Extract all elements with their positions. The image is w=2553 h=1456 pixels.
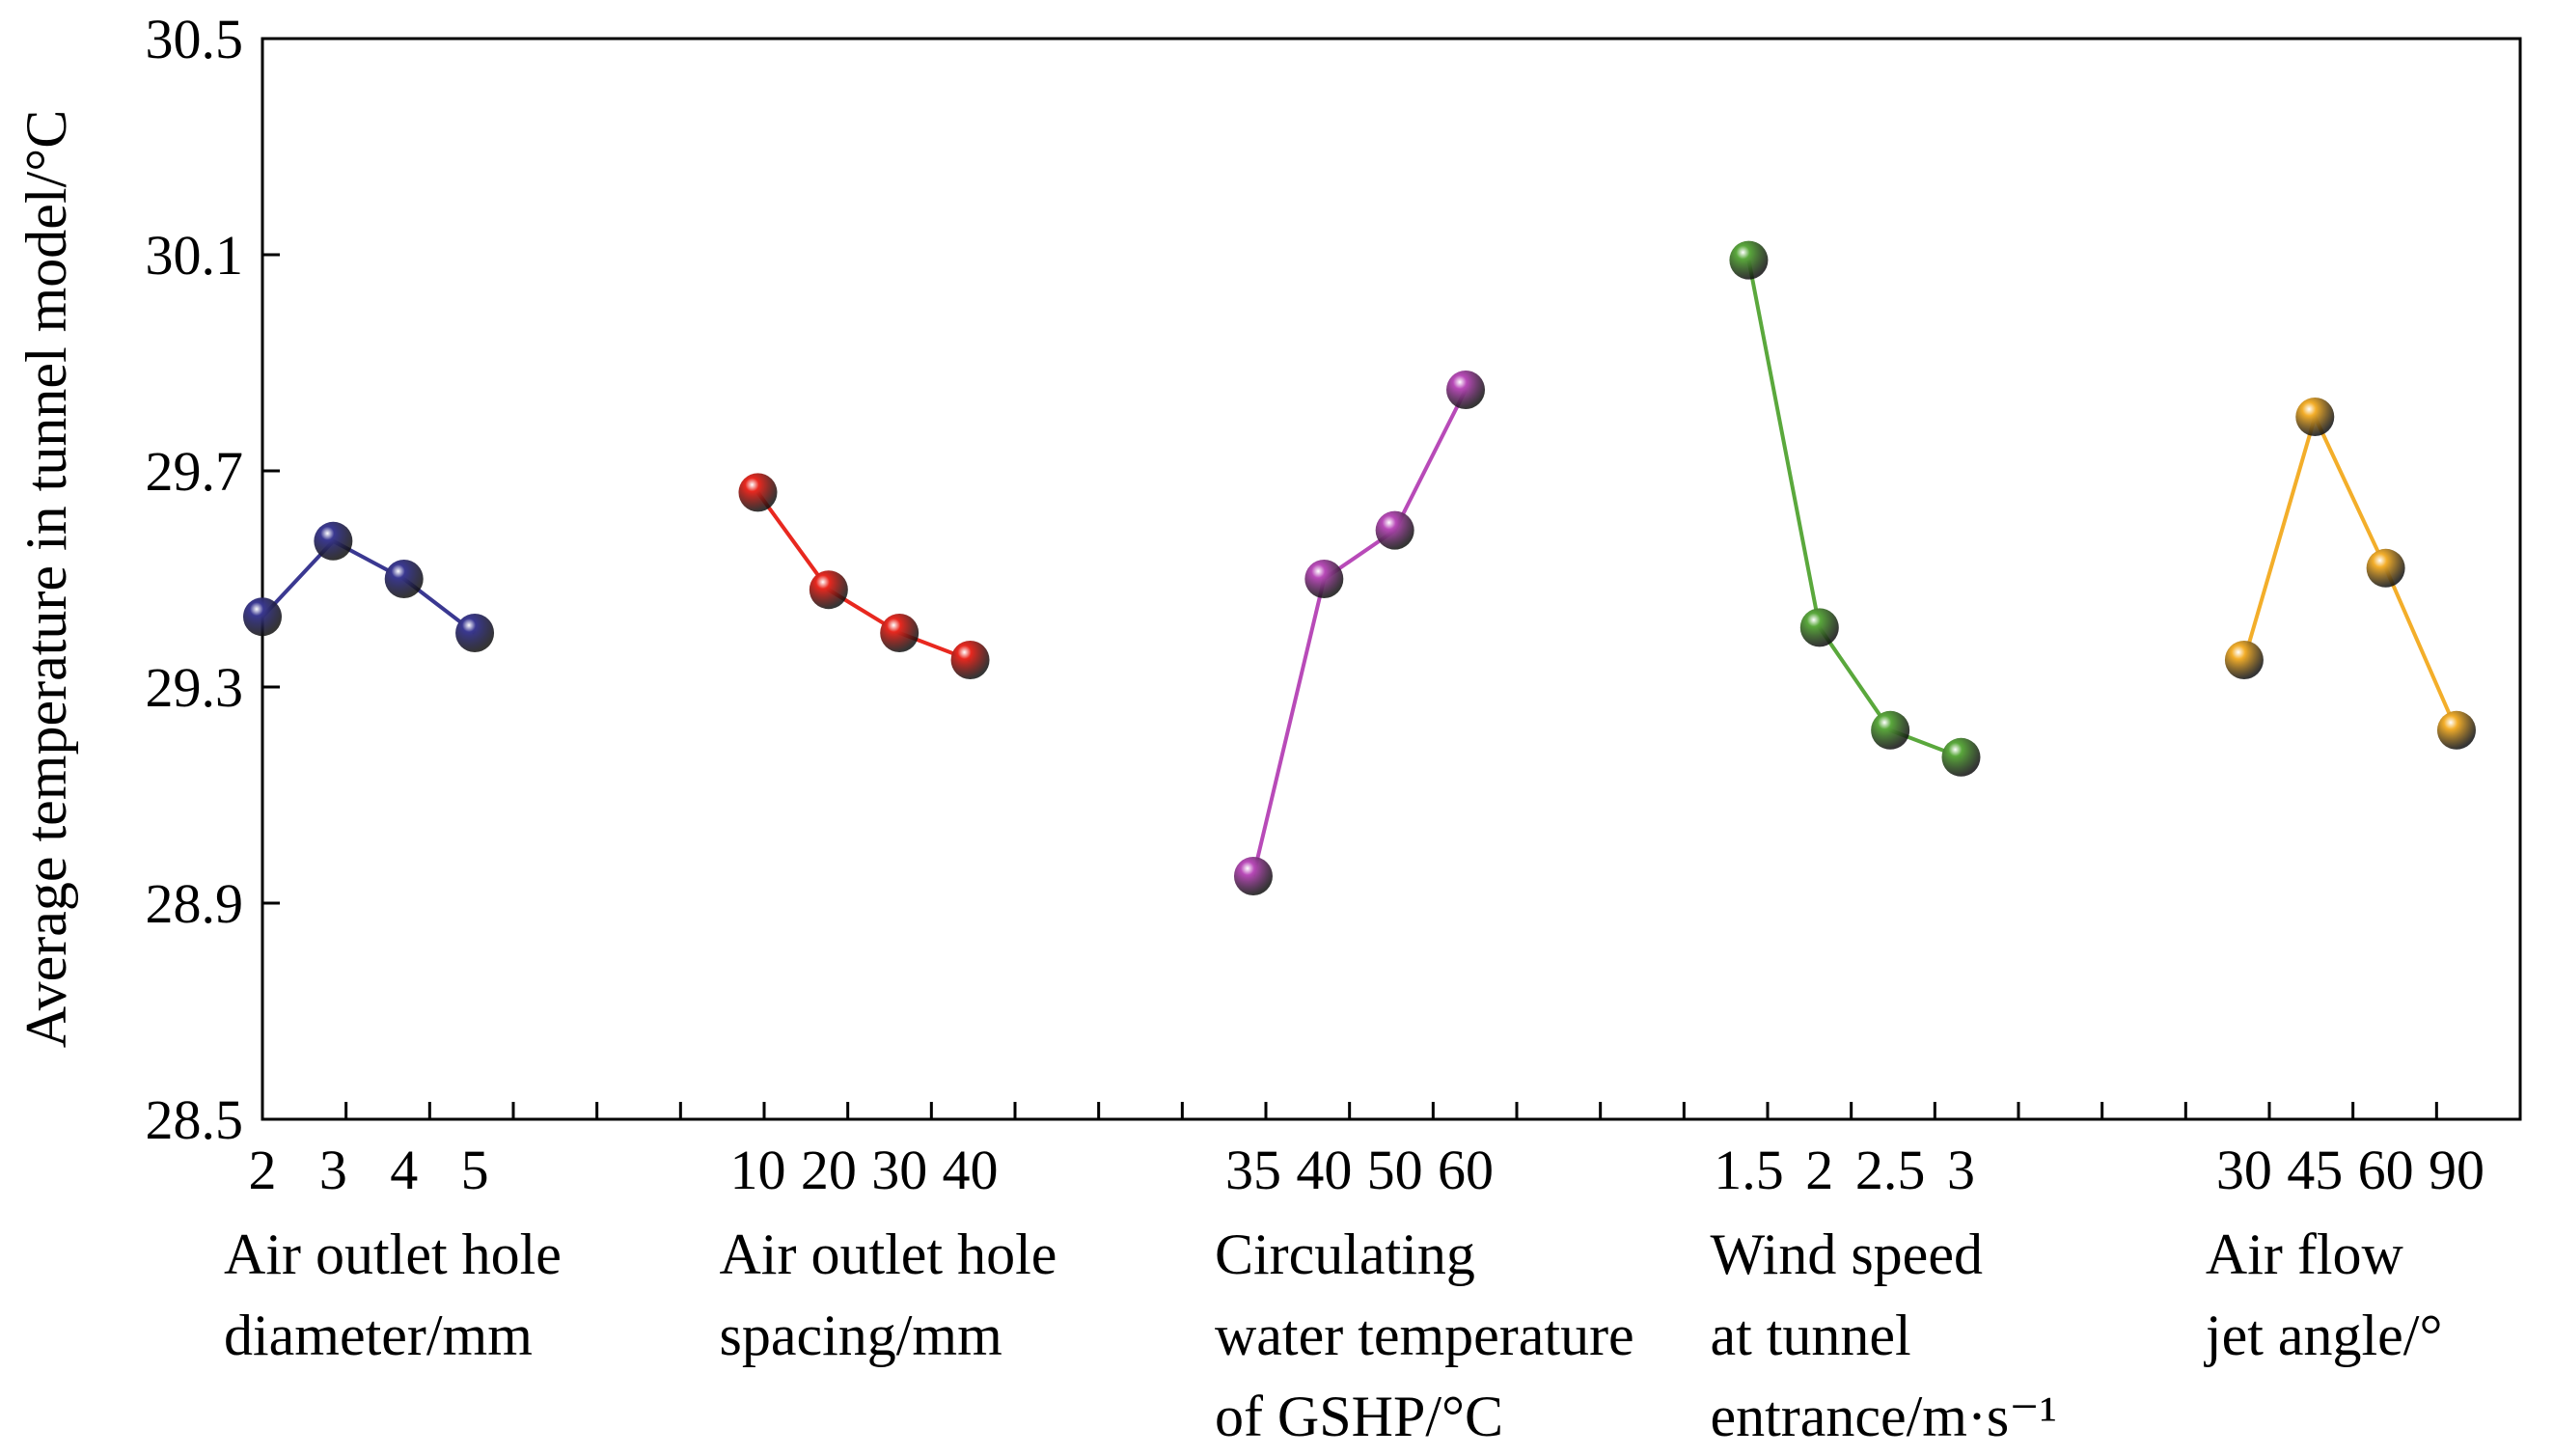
data-point	[314, 521, 353, 561]
y-tick-label: 28.5	[146, 1088, 244, 1151]
y-tick-label: 29.3	[146, 656, 244, 719]
x-tick-label: 50	[1367, 1139, 1423, 1201]
x-tick-label: 20	[801, 1139, 857, 1201]
data-point	[384, 560, 424, 598]
y-tick-label: 28.9	[146, 872, 244, 935]
data-point	[1871, 710, 1910, 750]
axes: 28.5 28.9 29.3 29.7 30.1 30.5	[146, 8, 2522, 1151]
data-point	[1304, 560, 1344, 598]
factor-label: Air outlet hole	[224, 1222, 562, 1286]
data-point	[2224, 641, 2264, 679]
series-line	[1251, 389, 1468, 877]
y-tick-label: 29.7	[146, 440, 244, 503]
data-point	[1799, 608, 1839, 647]
data-point	[2436, 710, 2476, 750]
x-tick-label: 30	[871, 1139, 927, 1201]
data-point	[809, 570, 848, 610]
x-tick-label: 2.5	[1855, 1139, 1926, 1201]
data-point	[2366, 548, 2405, 588]
series-line	[2241, 411, 2458, 731]
factor-label: at tunnel	[1710, 1304, 1910, 1367]
factor-label: diameter/mm	[224, 1304, 533, 1367]
x-tick-label: 2	[249, 1139, 277, 1201]
factor-label: entrance/m·s⁻¹	[1710, 1385, 2057, 1448]
series-line	[755, 491, 972, 662]
x-tick-label: 1.5	[1714, 1139, 1784, 1201]
plot-frame	[261, 37, 2522, 1121]
x-tick-label: 35	[1225, 1139, 1281, 1201]
x-tick-label: 45	[2287, 1139, 2343, 1201]
factor-label: Circulating	[1215, 1222, 1475, 1286]
data-point	[2295, 398, 2335, 436]
x-tick-label: 40	[1296, 1139, 1352, 1201]
x-tick-label: 4	[390, 1139, 418, 1201]
x-tick-label: 5	[461, 1139, 489, 1201]
data-point	[1375, 510, 1414, 550]
data-point	[243, 597, 282, 637]
factor-label: Air outlet hole	[719, 1222, 1057, 1286]
factor-label: jet angle/°	[2204, 1304, 2443, 1367]
data-point	[1446, 371, 1486, 409]
series-line	[1746, 260, 1963, 759]
series-line	[261, 538, 477, 635]
y-tick-label: 30.5	[146, 8, 244, 70]
data-point	[880, 614, 920, 652]
x-tick-label: 2	[1805, 1139, 1833, 1201]
x-tick-label: 3	[319, 1139, 347, 1201]
factor-label: Air flow	[2206, 1222, 2404, 1286]
data-point	[455, 614, 495, 652]
x-tick-label: 30	[2216, 1139, 2272, 1201]
factor-label: Wind speed	[1710, 1222, 1983, 1286]
series-group	[243, 240, 2476, 895]
x-tick-label: 40	[943, 1139, 999, 1201]
data-point	[1941, 737, 1981, 777]
data-point	[1729, 240, 1769, 280]
labels: Average temperature in tunnel model/°C2 3…	[14, 110, 2484, 1448]
data-point	[1233, 857, 1273, 895]
y-tick-label: 30.1	[146, 224, 244, 287]
factor-label: spacing/mm	[719, 1304, 1002, 1367]
x-tick-label: 3	[1947, 1139, 1975, 1201]
y-axis-label: Average temperature in tunnel model/°C	[14, 110, 78, 1049]
data-point	[950, 641, 990, 679]
factor-label: water temperature	[1215, 1304, 1634, 1367]
x-tick-label: 10	[729, 1139, 785, 1201]
x-tick-label: 60	[1438, 1139, 1494, 1201]
factor-label: of GSHP/°C	[1215, 1385, 1503, 1448]
data-point	[738, 473, 778, 512]
x-tick-label: 90	[2429, 1139, 2484, 1201]
x-tick-label: 60	[2358, 1139, 2414, 1201]
